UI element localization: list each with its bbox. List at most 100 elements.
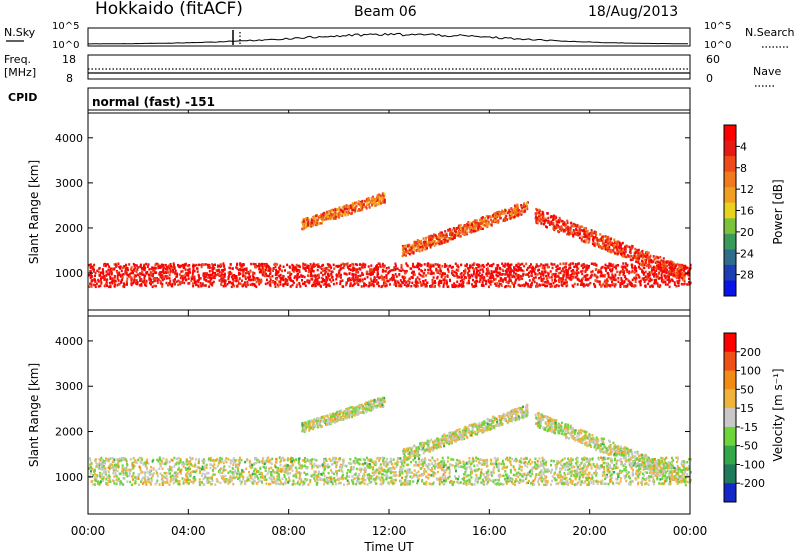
echo-cell — [303, 282, 306, 286]
echo-cell — [638, 472, 641, 476]
echo-cell — [452, 265, 454, 269]
echo-cell — [477, 225, 479, 228]
echo-cell — [186, 463, 189, 466]
echo-cell — [529, 469, 532, 472]
echo-cell — [515, 278, 517, 281]
echo-cell — [220, 264, 223, 267]
echo-cell — [408, 249, 411, 252]
echo-cell — [374, 469, 377, 472]
echo-cell — [534, 273, 537, 276]
echo-cell — [689, 479, 692, 482]
echo-cell — [440, 464, 442, 467]
echo-cell — [608, 263, 611, 267]
echo-cell — [255, 285, 258, 289]
echo-cell — [288, 265, 291, 268]
echo-cell — [181, 278, 184, 282]
echo-cell — [441, 272, 444, 275]
echo-cell — [402, 276, 405, 279]
echo-cell — [148, 278, 151, 281]
echo-cell — [348, 267, 351, 271]
echo-cell — [456, 232, 459, 235]
echo-cell — [503, 265, 506, 268]
echo-cell — [385, 284, 388, 287]
echo-cell — [595, 268, 598, 271]
echo-cell — [259, 281, 262, 284]
echo-cell — [582, 266, 584, 270]
echo-cell — [286, 283, 289, 286]
echo-cell — [368, 272, 371, 276]
echo-cell — [228, 266, 231, 270]
echo-cell — [125, 267, 128, 271]
echo-cell — [474, 227, 477, 230]
echo-cell — [367, 477, 370, 480]
echo-cell — [490, 280, 493, 283]
echo-cell — [318, 276, 321, 279]
echo-cell — [372, 478, 375, 481]
echo-cell — [468, 281, 471, 285]
echo-cell — [429, 266, 432, 270]
echo-cell — [398, 269, 401, 272]
echo-cell — [472, 267, 475, 271]
echo-cell — [466, 281, 469, 285]
echo-cell — [504, 262, 507, 266]
echo-cell — [467, 474, 469, 477]
echo-cell — [318, 282, 320, 285]
echo-cell — [626, 283, 629, 286]
echo-cell — [459, 234, 462, 238]
echo-cell — [654, 257, 657, 260]
echo-cell — [481, 227, 484, 230]
echo-cell — [261, 272, 264, 276]
echo-cell — [123, 265, 126, 268]
echo-cell — [634, 251, 637, 254]
echo-cell — [645, 275, 648, 278]
echo-cell — [500, 277, 502, 280]
echo-cell — [587, 284, 590, 287]
echo-cell — [102, 272, 105, 276]
echo-cell — [599, 245, 602, 248]
echo-cell — [660, 259, 663, 262]
echo-cell — [509, 217, 512, 220]
echo-cell — [617, 277, 620, 280]
echo-cell — [395, 275, 398, 278]
echo-cell — [581, 278, 583, 282]
echo-cell — [145, 262, 148, 266]
echo-cell — [152, 273, 154, 276]
echo-cell — [433, 281, 436, 284]
echo-cell — [142, 268, 145, 271]
echo-cell — [438, 284, 441, 288]
echo-cell — [135, 270, 138, 274]
echo-cell — [504, 273, 507, 276]
echo-cell — [266, 281, 269, 285]
echo-cell — [479, 226, 482, 229]
echo-cell — [561, 284, 564, 287]
echo-cell — [447, 229, 450, 232]
echo-cell — [476, 270, 478, 274]
echo-cell — [618, 242, 621, 245]
echo-cell — [404, 251, 407, 254]
echo-cell — [428, 265, 431, 268]
echo-cell — [310, 266, 313, 269]
echo-cell — [160, 277, 163, 280]
echo-cell — [586, 277, 589, 281]
echo-cell — [400, 263, 403, 267]
echo-cell — [596, 240, 599, 243]
echo-cell — [98, 458, 101, 461]
echo-cell — [585, 460, 588, 463]
echo-cell — [549, 215, 552, 219]
echo-cell — [630, 282, 633, 286]
echo-cell — [435, 234, 438, 238]
echo-cell — [286, 263, 289, 267]
echo-cell — [268, 269, 271, 272]
echo-cell — [575, 233, 578, 236]
echo-cell — [646, 255, 649, 259]
echo-cell — [209, 279, 212, 282]
echo-cell — [518, 268, 521, 272]
echo-cell — [402, 278, 405, 281]
echo-cell — [509, 267, 512, 270]
echo-cell — [585, 283, 588, 287]
echo-cell — [315, 483, 318, 486]
echo-cell — [606, 271, 609, 275]
echo-cell — [526, 273, 529, 276]
echo-cell — [513, 215, 516, 219]
echo-cell — [276, 478, 279, 481]
